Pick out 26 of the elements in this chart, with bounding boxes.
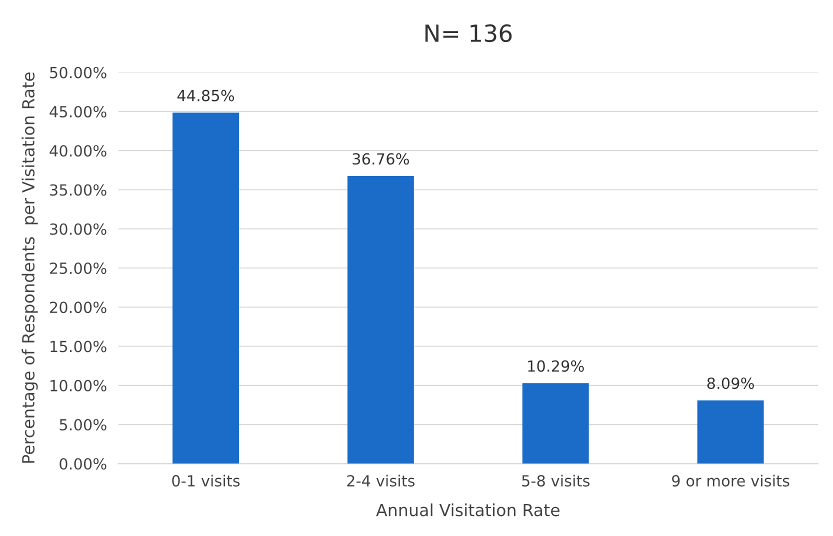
y-tick-label: 50.00% — [50, 66, 106, 78]
x-axis-title: Annual Visitation Rate — [376, 503, 560, 516]
data-label: 10.29% — [528, 360, 584, 372]
y-tick-label: 0.00% — [60, 458, 106, 470]
x-tick-label: 2-4 visits — [347, 474, 415, 487]
data-label: 44.85% — [177, 90, 234, 102]
bar — [522, 383, 589, 464]
y-tick-label: 40.00% — [50, 145, 106, 157]
y-tick-label: 5.00% — [60, 418, 106, 431]
bar — [347, 176, 414, 464]
x-tick-label: 0-1 visits — [172, 474, 240, 487]
bar — [172, 112, 239, 464]
y-tick-label: 15.00% — [50, 340, 106, 352]
chart-title: N= 136 — [425, 24, 512, 42]
y-tick-label: 25.00% — [50, 262, 106, 274]
y-tick-label: 35.00% — [50, 184, 106, 196]
y-tick-label: 45.00% — [50, 106, 106, 118]
y-tick-label: 10.00% — [50, 380, 106, 392]
y-tick-label: 20.00% — [50, 302, 106, 314]
y-tick-label: 30.00% — [50, 223, 106, 235]
bar — [697, 400, 764, 464]
x-tick-label: 9 or more visits — [672, 474, 790, 487]
data-label: 36.76% — [352, 153, 409, 165]
y-axis-title: Percentage of Respondents per Visitation Rate — [22, 72, 38, 463]
data-label: 8.09% — [707, 377, 754, 390]
x-tick-label: 5-8 visits — [522, 474, 590, 487]
